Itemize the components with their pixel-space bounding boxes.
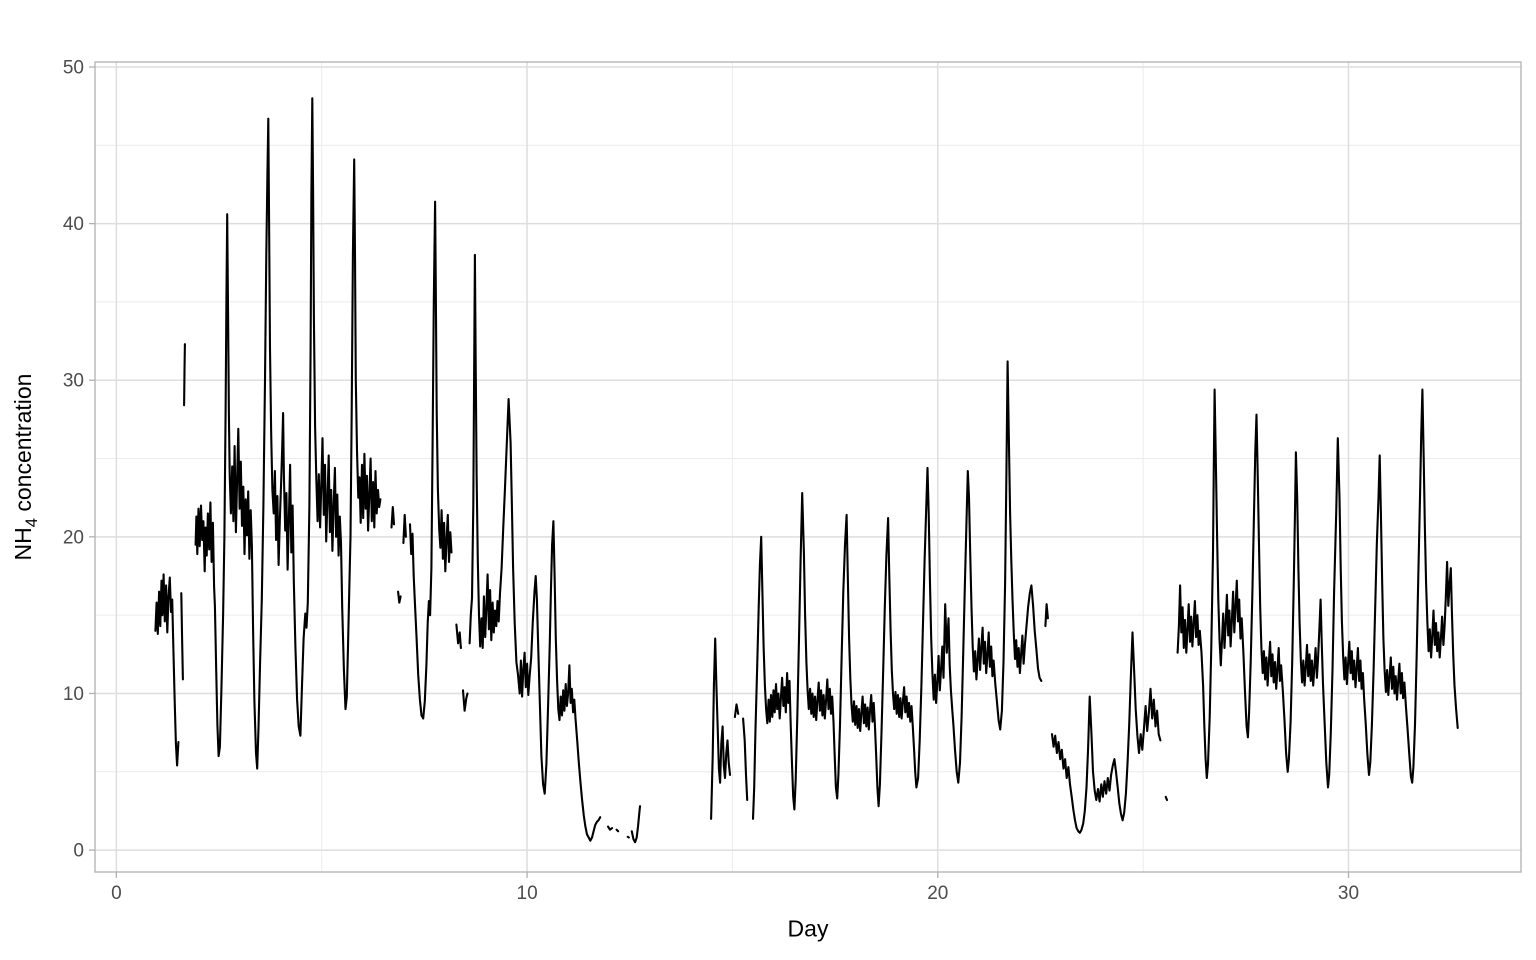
series-line-segment: [615, 828, 620, 833]
x-axis-tick-label: 20: [927, 883, 948, 904]
series-line-segment: [408, 200, 453, 720]
y-axis-tick-label: 0: [73, 841, 84, 862]
y-axis-title-prefix: NH: [10, 527, 37, 561]
x-axis-tick-label: 0: [111, 883, 122, 904]
series-line-segment: [710, 637, 732, 820]
series-line-segment: [1050, 631, 1162, 834]
panel-border: [94, 61, 1522, 873]
x-axis-title: Day: [787, 915, 829, 942]
series-line-segment: [626, 835, 630, 839]
series-line-segment: [1176, 388, 1459, 789]
y-axis-tick-label: 20: [63, 527, 84, 548]
series-line-segment: [742, 717, 749, 802]
series-line-segment: [194, 97, 382, 770]
y-axis-tick-label: 30: [63, 371, 84, 392]
panel-background: [95, 62, 1521, 872]
y-axis-tick-label: 10: [63, 684, 84, 705]
y-axis-title-suffix: concentration: [10, 373, 37, 519]
y-axis-tick-label: 40: [63, 214, 84, 235]
series-line-segment: [390, 506, 396, 529]
series-line-segment: [733, 703, 740, 719]
series-line-segment: [1044, 603, 1049, 628]
series-line-segment: [630, 805, 642, 844]
series-line-segment: [154, 573, 180, 767]
series-line-segment: [751, 360, 1043, 820]
series-line-segment: [402, 513, 407, 545]
series-line-segment: [180, 592, 184, 681]
series-line-segment: [1164, 795, 1169, 802]
series-line-segment: [183, 343, 186, 407]
y-axis-title-subscript: 4: [21, 518, 41, 528]
y-axis-tick-label: 50: [63, 58, 84, 79]
series-line-segment: [461, 689, 469, 712]
series-line-segment: [468, 253, 602, 842]
series-line-segment: [606, 825, 614, 831]
y-axis-title: NH4 concentration: [10, 374, 42, 561]
series-line-segment: [455, 623, 462, 650]
x-axis-tick-label: 10: [517, 883, 538, 904]
x-axis-tick-label: 30: [1338, 883, 1359, 904]
series-line-segment: [397, 590, 402, 604]
